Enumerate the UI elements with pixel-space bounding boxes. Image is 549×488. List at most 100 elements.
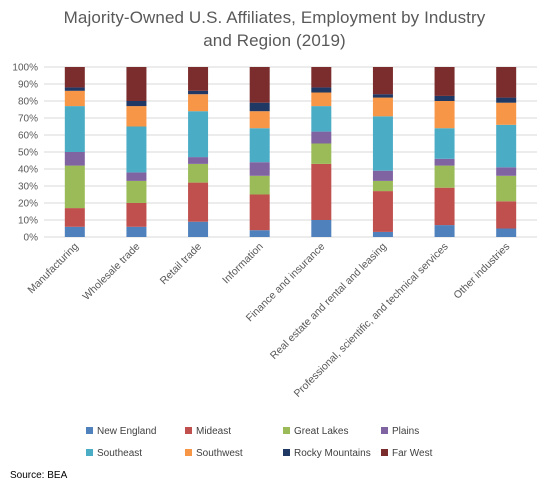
bar-segment — [434, 95, 455, 101]
bar-segment — [126, 101, 147, 107]
bar-segment — [434, 165, 455, 188]
bar-segment — [188, 221, 209, 237]
bar-segment — [496, 175, 517, 202]
legend-label: Southeast — [97, 448, 142, 459]
bar-segment — [434, 67, 455, 96]
bar-segment — [126, 126, 147, 173]
bar-segment — [64, 165, 85, 209]
bar-segment — [249, 111, 270, 129]
bar-segment — [311, 106, 332, 132]
bar-segment — [64, 208, 85, 227]
bar-segment — [372, 231, 393, 237]
legend-label: New England — [97, 426, 156, 437]
bar-segment — [188, 67, 209, 91]
legend-swatch — [185, 449, 192, 456]
bar-segment — [64, 90, 85, 107]
x-tick-label: Information — [220, 241, 266, 287]
legend-swatch — [381, 449, 388, 456]
bar-segment — [434, 225, 455, 237]
bar-segment — [372, 191, 393, 232]
legend-swatch — [185, 427, 192, 434]
bar-segment — [496, 201, 517, 229]
bar-segment — [249, 102, 270, 112]
legend-label: Southwest — [196, 448, 243, 459]
source-note: Source: BEA — [10, 470, 68, 481]
bar-segment — [64, 152, 85, 166]
y-tick-label: 90% — [18, 80, 38, 91]
bar-segment — [496, 102, 517, 125]
bar-segment — [64, 106, 85, 152]
legend-swatch — [283, 449, 290, 456]
bar-segment — [372, 67, 393, 95]
bar-segment — [311, 220, 332, 237]
legend-label: Rocky Mountains — [294, 448, 371, 459]
y-tick-label: 50% — [18, 148, 38, 159]
legend-swatch — [283, 427, 290, 434]
y-tick-label: 70% — [18, 114, 38, 125]
bar-segment — [249, 175, 270, 195]
legend-swatch — [381, 427, 388, 434]
bar-segment — [249, 128, 270, 163]
bar-segment — [188, 182, 209, 222]
bar-segment — [188, 157, 209, 164]
bar-segment — [311, 92, 332, 107]
legend-label: Far West — [392, 448, 433, 459]
bar-segment — [249, 194, 270, 231]
chart-title-line-1: Majority-Owned U.S. Affiliates, Employme… — [63, 8, 486, 27]
bar-segment — [64, 67, 85, 88]
bar-segment — [188, 163, 209, 183]
bar-segment — [372, 116, 393, 171]
y-tick-label: 20% — [18, 199, 38, 210]
legend-label: Great Lakes — [294, 426, 348, 437]
bar-segment — [249, 162, 270, 176]
y-tick-label: 40% — [18, 165, 38, 176]
bar-segment — [496, 228, 517, 237]
bar-segment — [126, 67, 147, 101]
bar-segment — [496, 97, 517, 103]
bar-segment — [496, 67, 517, 98]
bar-segment — [249, 67, 270, 103]
bar-segment — [372, 180, 393, 192]
x-tick-label: Real estate and rental and leasing — [268, 241, 389, 362]
bar-segment — [372, 94, 393, 98]
bar-segment — [434, 158, 455, 166]
bar-segment — [126, 172, 147, 181]
bar-segment — [311, 131, 332, 144]
y-tick-label: 100% — [12, 63, 38, 74]
x-tick-label: Manufacturing — [25, 241, 81, 297]
y-tick-label: 80% — [18, 97, 38, 108]
bar-segment — [188, 90, 209, 95]
bar-segment — [126, 106, 147, 127]
bar-segment — [372, 170, 393, 181]
bar-segment — [311, 143, 332, 164]
chart-title-line-2: and Region (2019) — [203, 31, 346, 50]
y-tick-label: 60% — [18, 131, 38, 142]
bar-segment — [64, 226, 85, 237]
legend-label: Plains — [392, 426, 419, 437]
bar-segment — [126, 203, 147, 227]
bar-segment — [64, 87, 85, 91]
y-tick-label: 10% — [18, 216, 38, 227]
bar-segment — [126, 226, 147, 237]
bar-segment — [249, 230, 270, 237]
x-tick-label: Retail trade — [158, 241, 205, 288]
y-tick-label: 30% — [18, 182, 38, 193]
bar-segment — [311, 67, 332, 88]
bar-segment — [496, 124, 517, 168]
y-tick-label: 0% — [24, 233, 39, 244]
legend-label: Mideast — [196, 426, 231, 437]
bar-segment — [434, 187, 455, 226]
bar-segment — [496, 167, 517, 176]
x-tick-label: Other industries — [451, 241, 512, 302]
legend-swatch — [86, 449, 93, 456]
bar-segment — [311, 163, 332, 220]
bar-segment — [188, 111, 209, 158]
bar-segment — [372, 97, 393, 117]
x-tick-label: Wholesale trade — [80, 241, 142, 303]
bar-segment — [434, 128, 455, 159]
legend-swatch — [86, 427, 93, 434]
bar-segment — [311, 87, 332, 93]
bar-segment — [434, 101, 455, 129]
